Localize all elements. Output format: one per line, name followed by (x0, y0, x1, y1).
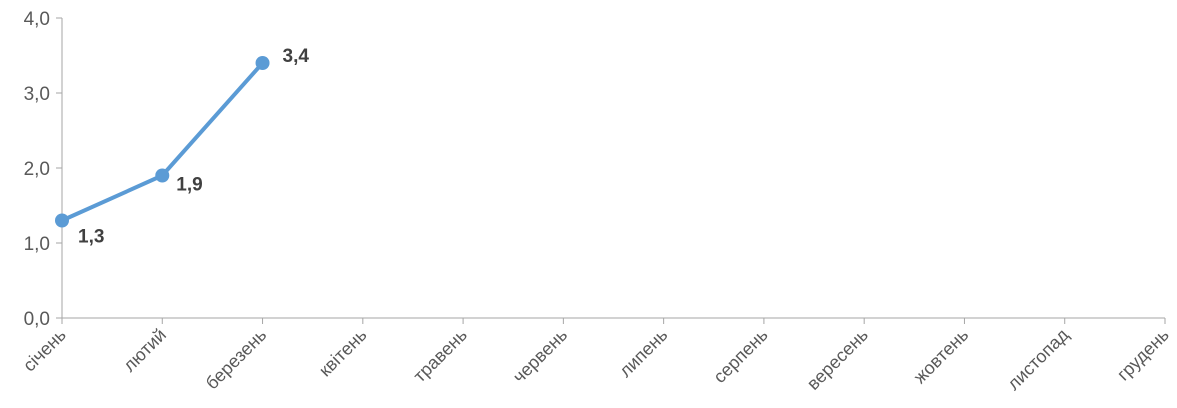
x-tick-label: вересень (803, 325, 872, 394)
series-line (60, 61, 265, 223)
x-tick-label: жовтень (910, 325, 973, 388)
x-tick-label: березень (202, 325, 271, 394)
x-tick-label: грудень (1113, 325, 1173, 385)
x-tick-label: листопад (1003, 324, 1073, 394)
y-ticks: 0,0 1,0 2,0 3,0 4,0 (24, 9, 62, 330)
x-tick-label: лютий (119, 325, 170, 376)
y-tick-label: 4,0 (24, 9, 50, 30)
y-tick-label: 3,0 (24, 84, 50, 105)
data-point (55, 213, 69, 228)
data-point (255, 56, 270, 70)
x-tick-label: квітень (315, 325, 371, 381)
series-group: 1,3 1,9 3,4 (55, 46, 309, 248)
x-tick-label: січень (19, 325, 70, 376)
y-tick-label: 0,0 (24, 309, 50, 330)
x-tick-label: червень (509, 325, 571, 387)
data-label: 1,9 (176, 175, 202, 196)
data-label: 3,4 (283, 46, 310, 67)
data-point (155, 168, 170, 183)
y-tick-label: 1,0 (24, 234, 50, 255)
data-label: 1,3 (78, 227, 104, 248)
x-tick-label: серпень (709, 325, 771, 387)
x-tick-label: липень (615, 325, 671, 381)
y-tick-label: 2,0 (24, 159, 50, 180)
x-tick-label: травень (409, 325, 470, 386)
x-ticks: січень лютий березень квітень травень червень… (19, 318, 1173, 394)
